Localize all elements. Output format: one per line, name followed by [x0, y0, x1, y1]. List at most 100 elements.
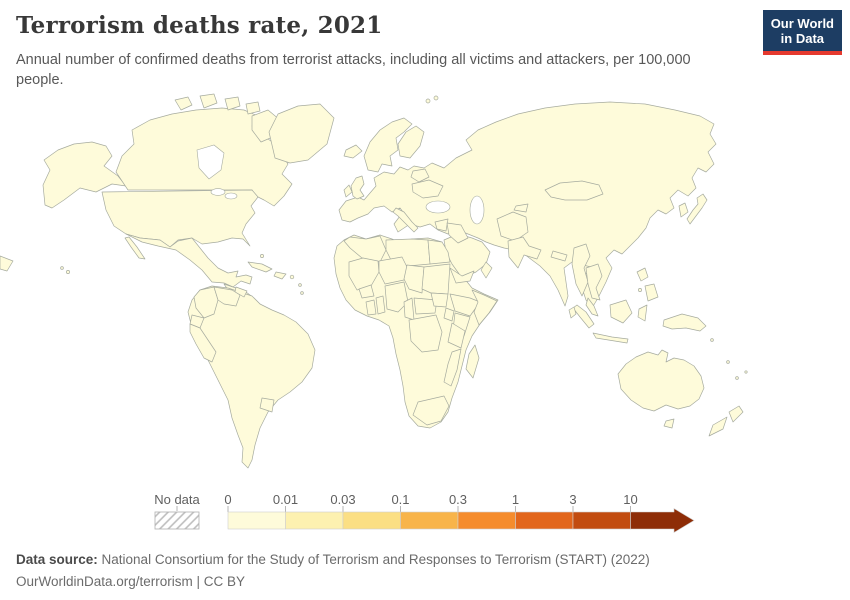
legend-segment[interactable]: [342, 511, 401, 530]
country-iraq[interactable]: [446, 222, 469, 244]
legend-segment[interactable]: [572, 511, 631, 530]
country-malay-peninsula[interactable]: [585, 297, 599, 317]
country-niger[interactable]: [378, 256, 408, 285]
legend-segment[interactable]: [285, 511, 344, 530]
legend-colorbar: [227, 507, 695, 534]
country-cameroon[interactable]: [403, 297, 415, 321]
legend-tick-label: 0.1: [391, 492, 409, 507]
country-somalia[interactable]: [471, 289, 498, 326]
country-finland[interactable]: [397, 125, 425, 159]
map-waters: [196, 144, 485, 225]
country-benin-togo[interactable]: [375, 295, 386, 315]
country-uganda[interactable]: [443, 307, 455, 322]
country-greenland[interactable]: [268, 103, 335, 164]
country-belarus[interactable]: [410, 168, 430, 183]
caspian-sea: [469, 195, 485, 225]
footer-source-text: National Consortium for the Study of Ter…: [97, 552, 650, 567]
legend-tick-marks: [227, 506, 631, 512]
footer-source-label: Data source:: [16, 552, 98, 567]
country-nepal[interactable]: [550, 250, 568, 262]
country-mongolia[interactable]: [544, 180, 604, 201]
page-title: Terrorism deaths rate, 2021: [16, 12, 383, 39]
legend-tick-label: 1: [512, 492, 519, 507]
great-lakes: [224, 192, 238, 200]
country-yemen[interactable]: [449, 267, 475, 284]
country-pakistan[interactable]: [507, 236, 542, 269]
country-pacific-islands[interactable]: [710, 338, 748, 380]
country-cuba[interactable]: [247, 261, 273, 273]
country-australia[interactable]: [617, 349, 705, 412]
country-sri-lanka[interactable]: [568, 306, 577, 319]
legend-segment[interactable]: [457, 511, 516, 530]
country-egypt[interactable]: [427, 239, 451, 265]
legend-segment-arrow[interactable]: [630, 507, 695, 534]
legend-tick-label: 0.3: [449, 492, 467, 507]
country-scandinavia[interactable]: [363, 117, 413, 173]
country-venezuela[interactable]: [213, 286, 241, 307]
legend-tick-label: 0: [224, 492, 231, 507]
country-iceland[interactable]: [343, 144, 363, 159]
country-mexico[interactable]: [125, 233, 253, 288]
country-alaska[interactable]: [42, 141, 127, 209]
country-hispaniola[interactable]: [273, 271, 287, 280]
country-mozambique[interactable]: [443, 348, 462, 387]
legend-segment[interactable]: [515, 511, 574, 530]
country-south-africa[interactable]: [412, 395, 450, 426]
country-chad[interactable]: [403, 264, 425, 294]
country-burkina-faso[interactable]: [358, 284, 375, 299]
owid-logo[interactable]: Our World in Data: [762, 10, 842, 55]
country-sudan[interactable]: [421, 263, 451, 295]
country-svalbard[interactable]: [425, 95, 439, 104]
country-tasmania[interactable]: [663, 418, 675, 429]
hudson-bay: [196, 144, 225, 180]
country-philippines[interactable]: [636, 267, 659, 302]
country-dr-congo[interactable]: [408, 314, 443, 353]
great-lakes: [210, 188, 226, 196]
country-honduras[interactable]: [234, 286, 248, 298]
country-ghana[interactable]: [365, 299, 377, 316]
country-caribbean-islands[interactable]: [260, 254, 304, 295]
map-colored-countries: [189, 168, 659, 426]
country-oman[interactable]: [480, 261, 493, 279]
page-subtitle: Annual number of confirmed deaths from t…: [16, 52, 691, 88]
legend-tick-label: 3: [569, 492, 576, 507]
country-japan[interactable]: [686, 193, 708, 225]
country-central-african-republic[interactable]: [413, 297, 438, 315]
footer-link-line[interactable]: OurWorldinData.org/terrorism | CC BY: [16, 574, 246, 590]
owid-logo-line2: in Data: [780, 31, 825, 47]
country-paraguay[interactable]: [259, 397, 275, 413]
legend-no-data-label: No data: [154, 492, 200, 507]
country-thailand[interactable]: [585, 263, 603, 301]
footer-source-line: Data source: National Consortium for the…: [16, 549, 650, 571]
country-ireland[interactable]: [343, 184, 353, 198]
country-indonesia[interactable]: [572, 299, 648, 344]
country-mali[interactable]: [348, 257, 380, 291]
country-new-guinea[interactable]: [662, 313, 707, 332]
country-south-sudan[interactable]: [430, 292, 449, 308]
country-new-zealand[interactable]: [708, 405, 744, 437]
country-hawaii[interactable]: [60, 266, 70, 274]
country-tanzania[interactable]: [447, 322, 466, 349]
country-syria[interactable]: [434, 218, 449, 232]
country-italy[interactable]: [392, 207, 419, 233]
legend-tick-label: 0.01: [273, 492, 298, 507]
legend-segment[interactable]: [400, 511, 459, 530]
country-peru[interactable]: [189, 323, 217, 363]
country-korea[interactable]: [678, 202, 689, 218]
country-tajikistan[interactable]: [513, 203, 529, 213]
country-chukotka[interactable]: [0, 255, 14, 272]
country-south-america[interactable]: [187, 285, 316, 469]
black-sea: [425, 200, 451, 214]
country-baja-california[interactable]: [124, 236, 146, 260]
owid-logo-line1: Our World: [770, 16, 834, 31]
country-nigeria[interactable]: [384, 281, 409, 313]
legend-tick-labels: 0 0.01 0.03 0.1 0.3 1 3 10: [224, 492, 637, 507]
country-arctic-islands[interactable]: [174, 93, 261, 115]
country-afghanistan[interactable]: [496, 211, 529, 242]
country-united-kingdom[interactable]: [350, 175, 365, 200]
country-madagascar[interactable]: [465, 344, 480, 379]
legend-segment[interactable]: [227, 511, 286, 530]
country-ukraine[interactable]: [411, 179, 444, 199]
legend-no-data-swatch[interactable]: [154, 511, 200, 530]
